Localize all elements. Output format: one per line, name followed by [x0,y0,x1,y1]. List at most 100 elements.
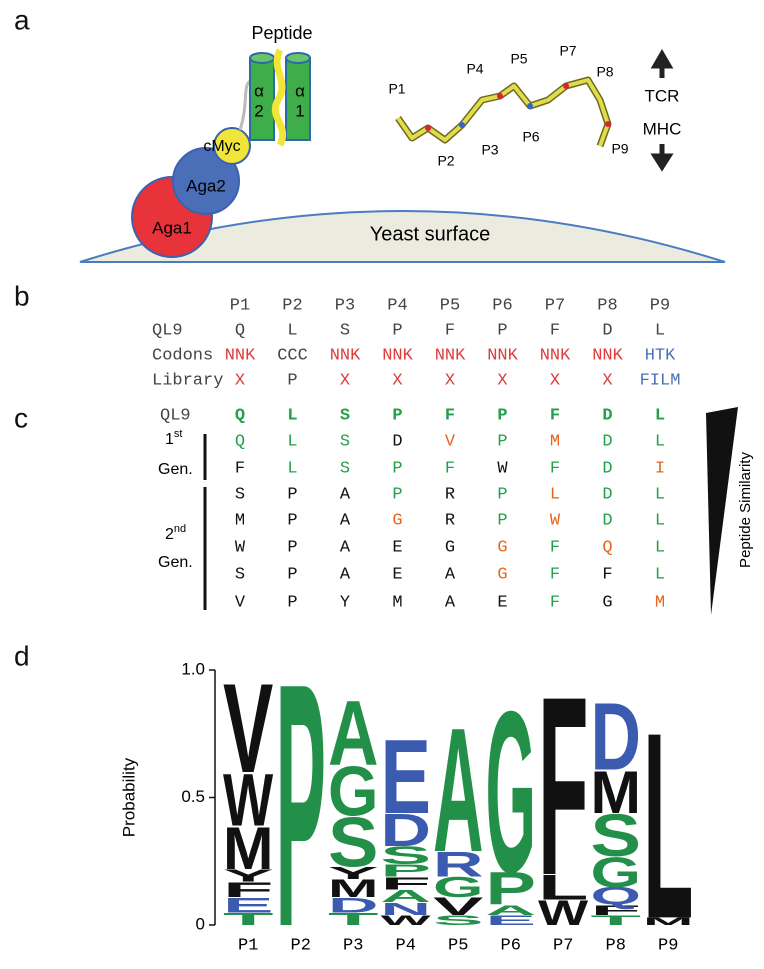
logo-letter: F [223,878,273,902]
cell: L [287,406,297,425]
cell: NNK [330,346,361,365]
down-arrow [650,144,674,172]
cell: A [445,565,456,584]
logo-letter: W [223,758,273,842]
atom [425,125,431,131]
column-header: P7 [545,296,565,315]
logo-letter: D [591,683,641,790]
logo-letter: G [486,663,536,920]
cell: X [497,371,507,390]
cell: L [655,538,665,557]
cell: P [392,321,402,340]
cell: X [392,371,402,390]
logo-letter: A [433,691,483,890]
helix-1 [285,57,311,141]
row-label: QL9 [152,321,183,340]
ordinal: 2 [165,526,174,543]
similarity-wedge [706,407,738,615]
residue-label: P8 [596,64,613,80]
cell: D [602,432,612,451]
cell: FILM [640,371,681,390]
logo-letter: M [223,814,273,882]
cell: X [602,371,612,390]
cell: P [287,593,297,612]
helix-cap [249,52,275,64]
cell: E [497,593,507,612]
column-header: P6 [492,296,512,315]
cell: NNK [225,346,256,365]
logo-letter: A [486,902,537,918]
column-header: P2 [282,296,302,315]
cell: M [655,593,665,612]
cell: G [497,538,507,557]
cell: M [235,511,245,530]
cell: X [445,371,455,390]
y-axis-label: Probability [119,757,138,837]
logo-letter: L [643,677,693,969]
atom [459,122,465,128]
logo-letter: E [486,912,536,928]
logo-letter: T [223,909,273,929]
domain-label: Aga2 [186,176,226,195]
cell: G [392,511,402,530]
up-arrow [650,49,674,78]
cell: L [287,459,297,478]
x-tick-label: P6 [501,936,521,955]
cell: F [445,459,455,478]
logo-letter: E [223,893,274,917]
cell: F [445,321,455,340]
cell: A [340,565,351,584]
cell: M [392,593,402,612]
cell: Q [235,321,245,340]
direction-label: MHC [643,119,682,138]
atom [605,121,611,127]
helix-number: 2 [254,101,263,120]
logo-letter: P [381,860,431,880]
cell: F [550,538,560,557]
cell: P [392,406,402,425]
cell: S [340,406,350,425]
x-tick-label: P7 [553,936,573,955]
ordinal: 1 [165,431,174,448]
cell: D [602,406,612,425]
cell: L [287,432,297,451]
cell: S [340,459,350,478]
helix-cap [285,52,311,64]
logo-letter: F [538,644,588,929]
cell: F [550,406,560,425]
column-header: P9 [650,296,670,315]
cell: Q [235,432,245,451]
cell: S [235,565,245,584]
ordinal-suffix: nd [174,523,186,535]
direction-label: TCR [645,86,680,105]
column-header: P4 [387,296,407,315]
logo-letter: M [328,874,378,902]
residue-label: P4 [466,61,483,77]
cmyc-shape [213,127,251,165]
cell: A [340,511,351,530]
cell: Q [235,406,245,425]
residue-label: P2 [437,153,454,169]
cell: A [445,593,456,612]
cell: F [550,565,560,584]
logo-letter: W [538,893,589,933]
ordinal-suffix: st [174,428,183,440]
cell: P [497,485,507,504]
cell: F [550,593,560,612]
cell: L [655,565,665,584]
logo-letter: T [328,909,378,929]
cell: G [497,565,507,584]
cell: I [655,459,665,478]
logo-letter: G [591,848,641,896]
helix-alpha: α [254,81,264,100]
x-tick-label: P2 [291,936,311,955]
cell: S [340,321,350,340]
atom [497,93,503,99]
group-ordinal: 1st [165,428,182,448]
helix-2 [249,57,275,141]
logo-letter: P [486,863,536,914]
cell: F [550,321,560,340]
group-ordinal: 2nd [165,523,186,543]
cell: L [287,321,297,340]
